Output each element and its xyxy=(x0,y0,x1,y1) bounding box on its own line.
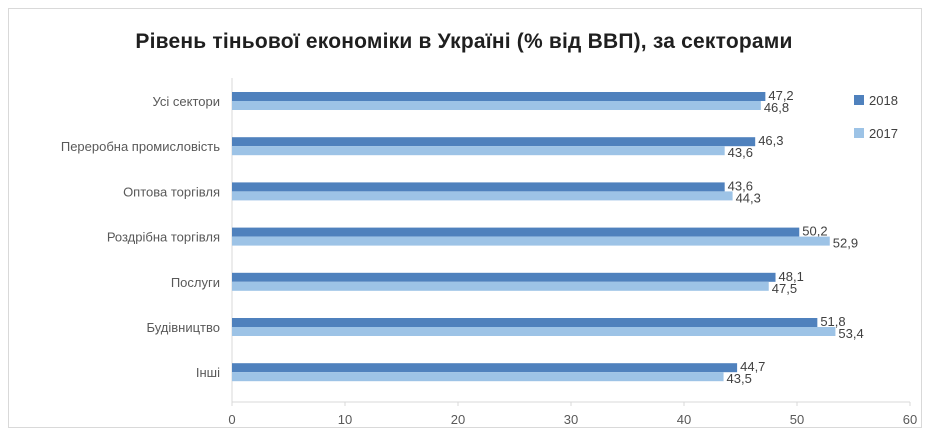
category-label: Переробна промисловість xyxy=(61,139,220,154)
bar-2017 xyxy=(232,327,836,336)
x-tick-label: 30 xyxy=(564,412,578,427)
data-label-2018: 47,2 xyxy=(768,88,793,103)
data-label-2017: 43,6 xyxy=(728,145,753,160)
data-label-2018: 50,2 xyxy=(802,224,827,239)
data-label-2018: 46,3 xyxy=(758,133,783,148)
data-label-2018: 51,8 xyxy=(820,314,845,329)
data-label-2017: 53,4 xyxy=(838,326,863,341)
chart-title: Рівень тіньової економіки в Україні (% в… xyxy=(135,30,793,53)
data-label-2017: 47,5 xyxy=(772,281,797,296)
x-tick-label: 50 xyxy=(790,412,804,427)
bar-2017 xyxy=(232,191,733,201)
legend-label-2018: 2018 xyxy=(869,93,898,108)
x-tick-label: 60 xyxy=(903,412,917,427)
bar-2018 xyxy=(232,318,818,327)
data-label-2017: 52,9 xyxy=(833,236,858,251)
category-label: Оптова торгівля xyxy=(123,184,220,199)
legend-swatch-2017 xyxy=(854,128,864,138)
chart-frame xyxy=(8,8,922,428)
data-label-2018: 44,7 xyxy=(740,359,765,374)
bar-2018 xyxy=(232,137,756,147)
bar-2018 xyxy=(232,272,776,282)
bar-2017 xyxy=(232,372,724,382)
bar-2018 xyxy=(232,182,725,192)
data-label-2018: 43,6 xyxy=(728,178,753,193)
bar-2017 xyxy=(232,146,725,156)
bar-2017 xyxy=(232,236,830,246)
data-label-2017: 43,5 xyxy=(727,371,752,386)
data-label-2017: 44,3 xyxy=(736,190,761,205)
bar-2017 xyxy=(232,281,769,291)
bar-2018 xyxy=(232,363,738,373)
category-label: Послуги xyxy=(171,275,220,290)
category-label: Роздрібна торгівля xyxy=(107,230,220,245)
bar-2018 xyxy=(232,92,766,101)
x-tick-label: 20 xyxy=(451,412,465,427)
data-label-2018: 48,1 xyxy=(779,269,804,284)
bar-2018 xyxy=(232,227,800,237)
category-label: Інші xyxy=(196,365,220,380)
data-label-2017: 46,8 xyxy=(764,100,789,115)
x-tick-label: 10 xyxy=(338,412,352,427)
bar-2017 xyxy=(232,101,761,110)
x-tick-label: 40 xyxy=(677,412,691,427)
legend-swatch-2018 xyxy=(854,95,864,105)
legend-label-2017: 2017 xyxy=(869,126,898,141)
category-label: Усі сектори xyxy=(153,94,220,109)
category-label: Будівництво xyxy=(146,320,220,335)
x-tick-label: 0 xyxy=(228,412,235,427)
